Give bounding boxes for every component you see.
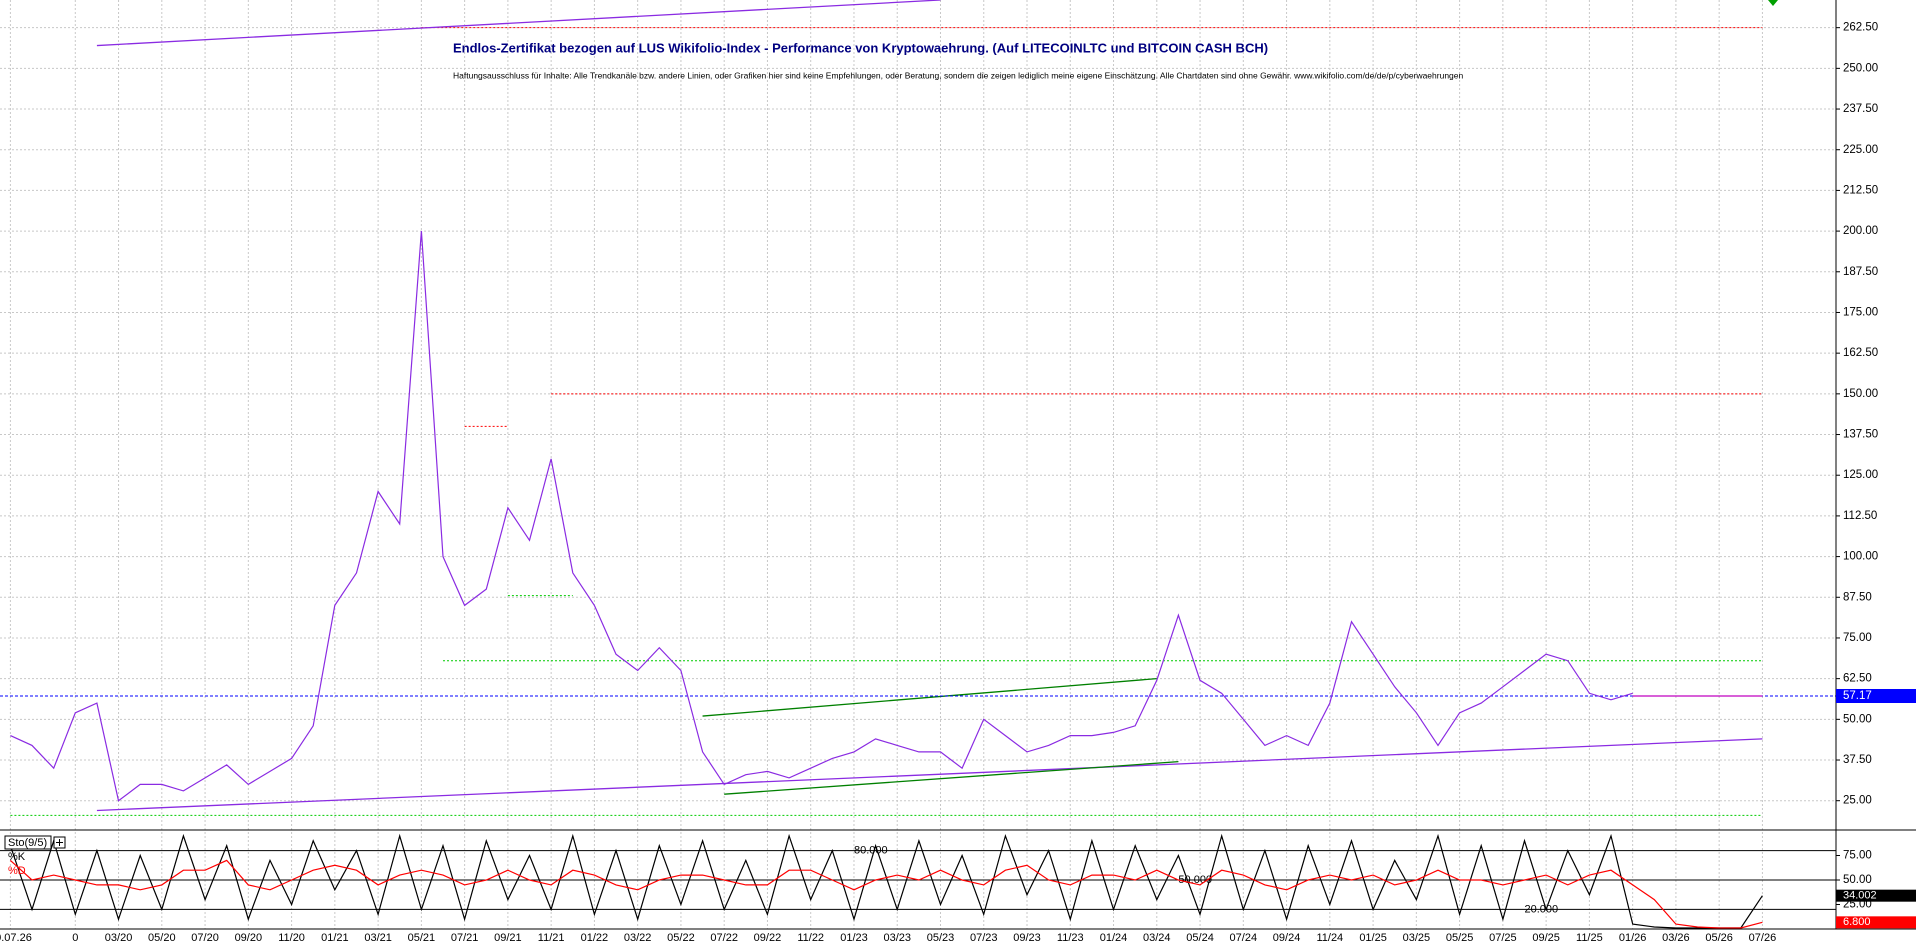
- x-tick-label: 07/22: [710, 932, 738, 944]
- y-tick-label: 137.50: [1843, 429, 1878, 441]
- legend-k: %K: [8, 851, 26, 863]
- trendline: [702, 677, 1157, 717]
- last-value-label: 57.17: [1843, 690, 1872, 702]
- trendline: [724, 760, 1179, 795]
- y-tick-label: 250.00: [1843, 62, 1878, 74]
- x-tick-label: 01/21: [321, 932, 349, 944]
- x-tick-label: 03/20: [105, 932, 133, 944]
- trendline: [96, 0, 941, 47]
- x-tick-label: 05/26: [1705, 932, 1733, 944]
- x-tick-label: 11/20: [278, 932, 305, 944]
- trendline: [96, 738, 1763, 812]
- x-tick-label: 09/24: [1273, 932, 1301, 944]
- x-tick-label: 07/24: [1230, 932, 1258, 944]
- x-tick-label: 03/24: [1143, 932, 1171, 944]
- x-tick-label: 07/23: [970, 932, 998, 944]
- x-tick-label: 0: [72, 932, 78, 944]
- x-tick-label: 11/24: [1316, 932, 1343, 944]
- y-tick-label: 237.50: [1843, 103, 1878, 115]
- x-tick-label: 09/23: [1013, 932, 1041, 944]
- x-tick-label: 03/25: [1403, 932, 1431, 944]
- x-tick-label: 11/22: [797, 932, 824, 944]
- x-tick-label: 11/23: [1057, 932, 1084, 944]
- x-tick-label: 07/21: [451, 932, 479, 944]
- chart-subtitle: Haftungsausschluss für Inhalte: Alle Tre…: [453, 70, 1464, 80]
- y-tick-label: 262.50: [1843, 22, 1878, 34]
- x-tick-label: 09/20: [235, 932, 263, 944]
- indicator-last-box: [1836, 889, 1916, 902]
- plot: [0, 0, 1836, 929]
- y-tick-label: 62.50: [1843, 673, 1872, 685]
- x-tick-label: 07/20: [191, 932, 219, 944]
- x-tick-label: 03/26: [1662, 932, 1690, 944]
- x-tick-label: 11/25: [1576, 932, 1603, 944]
- indicator-last-box: [1836, 916, 1916, 929]
- x-tick-label: 05/23: [927, 932, 955, 944]
- y-tick-label: 87.50: [1843, 591, 1872, 603]
- expand-icon: [56, 839, 63, 846]
- x-tick-label: 05/21: [408, 932, 436, 944]
- x-tick-label: 07/26: [1749, 932, 1777, 944]
- last-value-box: [1836, 688, 1916, 703]
- y-tick-label: 212.50: [1843, 184, 1878, 196]
- x-tick-label: 03/21: [364, 932, 392, 944]
- y-tick-label: 112.50: [1843, 510, 1877, 522]
- y-tick-label: 187.50: [1843, 266, 1878, 278]
- indicator-last-label: 34.002: [1843, 890, 1877, 902]
- level-label: 20.000: [1525, 903, 1559, 915]
- arrow-marker: [1768, 0, 1778, 6]
- x-tick-label: 09/25: [1532, 932, 1560, 944]
- y-tick-label: 75.00: [1843, 632, 1872, 644]
- y-tick-label: 50.00: [1843, 713, 1872, 725]
- x-tick-label: 01/25: [1359, 932, 1387, 944]
- x-tick-label: 09/22: [754, 932, 782, 944]
- indicator-box: [4, 835, 52, 850]
- y-tick-label: 75.00: [1843, 850, 1872, 862]
- legend-d: %D: [8, 865, 26, 877]
- x-tick-label: 07/25: [1489, 932, 1517, 944]
- y-tick-label: 175.00: [1843, 307, 1878, 319]
- level-label: 80.000: [854, 845, 888, 857]
- x-tick-label: 05/22: [667, 932, 695, 944]
- x-tick-label: 03/22: [624, 932, 652, 944]
- y-tick-label: 225.00: [1843, 144, 1878, 156]
- x-tick-label: 05/20: [148, 932, 176, 944]
- x-tick-label: 10.07.26: [0, 932, 32, 944]
- x-tick-label: 05/24: [1186, 932, 1214, 944]
- y-tick-label: 150.00: [1843, 388, 1878, 400]
- y-tick-label: 100.00: [1843, 551, 1878, 563]
- indicator-line: [9, 859, 1763, 929]
- x-tick-label: 05/25: [1446, 932, 1474, 944]
- x-tick-label: 01/26: [1619, 932, 1647, 944]
- x-tick-label: 03/23: [883, 932, 911, 944]
- chart-title: Endlos-Zertifikat bezogen auf LUS Wikifo…: [453, 40, 1268, 55]
- x-tick-label: 11/21: [538, 932, 565, 944]
- indicator-last-label: 6.800: [1843, 916, 1871, 928]
- x-tick-label: 09/21: [494, 932, 522, 944]
- y-tick-label: 200.00: [1843, 225, 1878, 237]
- y-tick-label: 37.50: [1843, 754, 1872, 766]
- x-tick-label: 01/23: [840, 932, 868, 944]
- indicator-name: Sto(9/5): [8, 837, 47, 849]
- y-tick-label: 162.50: [1843, 347, 1878, 359]
- x-tick-label: 01/24: [1100, 932, 1128, 944]
- y-tick-label: 50.00: [1843, 874, 1872, 886]
- x-tick-label: 01/22: [581, 932, 609, 944]
- price-line: [10, 231, 1633, 802]
- y-tick-label: 25.00: [1843, 795, 1872, 807]
- y-tick-label: 125.00: [1843, 469, 1878, 481]
